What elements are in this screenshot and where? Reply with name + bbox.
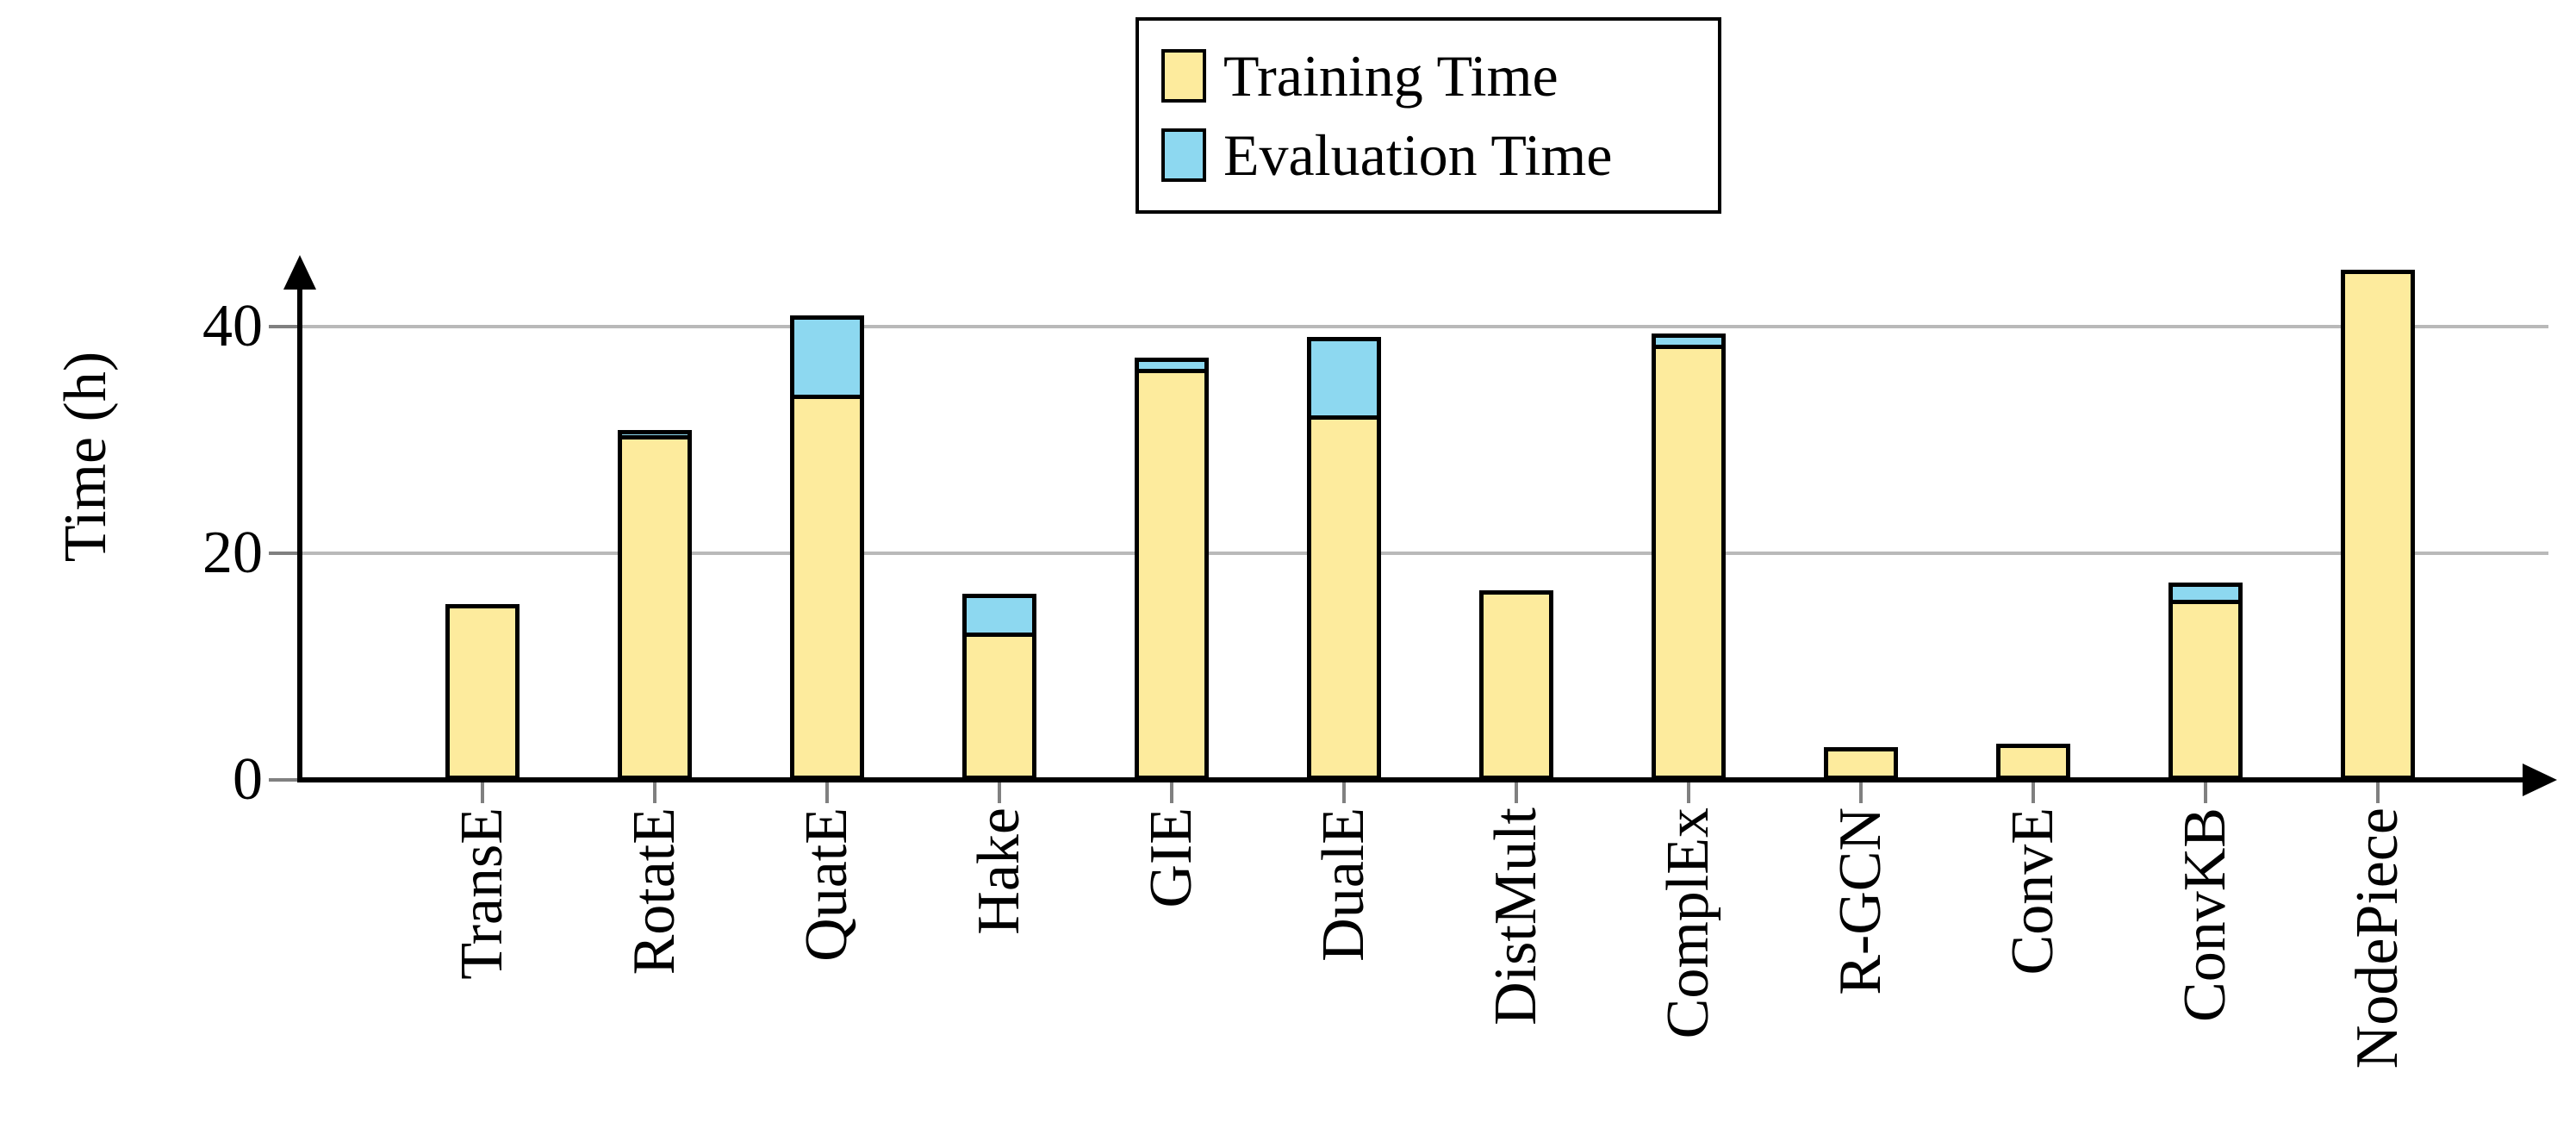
legend-swatch-evaluation-icon (1161, 128, 1206, 182)
legend-item-training: Training Time (1161, 42, 1718, 109)
bar-evaluation-segment (1135, 358, 1209, 373)
bar-group-quate (790, 315, 864, 780)
bar-group-rotate (618, 430, 692, 780)
legend-swatch-training-icon (1161, 49, 1206, 103)
x-tick-hake (998, 782, 1001, 803)
x-tick-label-conve: ConvE (2000, 807, 2066, 976)
bar-group-distmult (1479, 590, 1553, 780)
x-tick-label-distmult: DistMult (1483, 807, 1549, 1025)
bar-training-segment (790, 395, 864, 780)
bar-training-segment (1652, 345, 1726, 780)
x-tick-label-complex: ComplEx (1655, 807, 1721, 1039)
bar-evaluation-segment (618, 430, 692, 439)
x-tick-label-nodepiece: NodePiece (2344, 807, 2411, 1069)
legend-item-evaluation: Evaluation Time (1161, 122, 1718, 189)
x-tick-label-duale: DualE (1310, 807, 1377, 962)
bar-evaluation-segment (1652, 334, 1726, 349)
bar-group-transe (445, 604, 520, 780)
x-tick-label-hake: Hake (966, 807, 1032, 935)
x-tick-gie (1170, 782, 1173, 803)
bar-training-segment (618, 435, 692, 780)
legend: Training Time Evaluation Time (1136, 17, 1721, 214)
bar-group-nodepiece (2341, 270, 2415, 780)
y-tick-label-40: 40 (202, 293, 263, 359)
bar-training-segment (962, 633, 1036, 780)
x-tick-label-rotate: RotatE (621, 807, 688, 976)
bar-evaluation-segment (962, 594, 1036, 637)
x-tick-duale (1342, 782, 1346, 803)
y-axis-arrow-icon (283, 255, 316, 290)
y-tick-label-0: 0 (233, 746, 263, 813)
bar-training-segment (1996, 744, 2070, 780)
bar-training-segment (445, 604, 520, 780)
x-tick-label-convkb: ConvKB (2172, 807, 2238, 1022)
gridline-20 (300, 552, 2548, 555)
x-tick-convkb (2204, 782, 2207, 803)
bar-group-gie (1135, 358, 1209, 780)
y-tick-40 (269, 325, 302, 328)
x-tick-distmult (1515, 782, 1518, 803)
bar-group-hake (962, 594, 1036, 780)
bar-evaluation-segment (790, 315, 864, 399)
bar-evaluation-segment (1307, 337, 1381, 420)
y-tick-0 (269, 778, 302, 782)
x-tick-conve (2032, 782, 2035, 803)
x-tick-label-quate: QuatE (793, 807, 860, 962)
bar-training-segment (2341, 270, 2415, 780)
bar-group-complex (1652, 334, 1726, 780)
x-tick-complex (1687, 782, 1690, 803)
bar-group-convkb (2168, 583, 2243, 780)
x-tick-rotate (653, 782, 656, 803)
y-axis-title: Time (h) (53, 351, 119, 563)
bar-group-duale (1307, 337, 1381, 780)
bar-training-segment (1479, 590, 1553, 780)
y-tick-label-20: 20 (202, 520, 263, 586)
x-tick-transe (481, 782, 484, 803)
bar-group-conve (1996, 744, 2070, 780)
x-tick-nodepiece (2376, 782, 2380, 803)
legend-label-training: Training Time (1223, 43, 1559, 109)
bar-training-segment (1307, 415, 1381, 780)
bar-training-segment (2168, 600, 2243, 780)
y-axis-line (297, 267, 302, 782)
x-axis-arrow-icon (2523, 764, 2557, 796)
gridline-40 (300, 325, 2548, 328)
x-tick-r-gcn (1859, 782, 1863, 803)
x-tick-label-r-gcn: R-GCN (1827, 807, 1894, 995)
bar-evaluation-segment (2168, 583, 2243, 604)
bar-group-r-gcn (1824, 747, 1898, 780)
x-tick-label-transe: TransE (449, 807, 515, 980)
y-tick-20 (269, 552, 302, 555)
bar-training-segment (1824, 747, 1898, 780)
bar-training-segment (1135, 369, 1209, 780)
legend-label-evaluation: Evaluation Time (1223, 122, 1613, 188)
x-axis-line (297, 777, 2533, 782)
x-tick-quate (825, 782, 829, 803)
x-tick-label-gie: GIE (1138, 807, 1204, 908)
